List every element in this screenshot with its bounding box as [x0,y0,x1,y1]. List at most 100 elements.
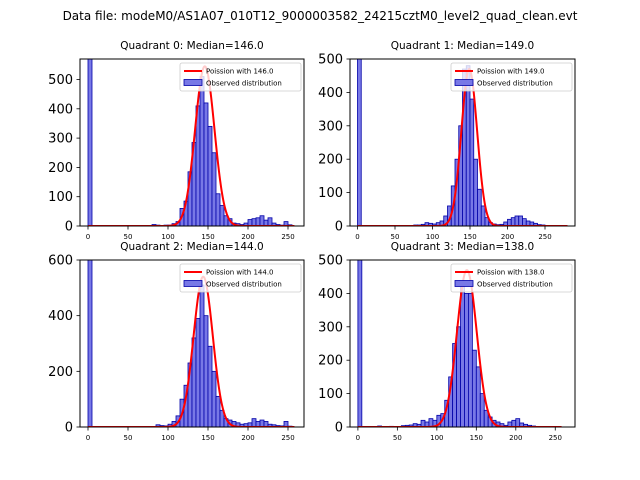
histogram-bar [456,326,461,427]
legend-entry-fit: Poission with 146.0 [206,68,274,76]
histogram-bar [199,284,205,427]
quadrant-0-legend: Poission with 146.0 Observed distribution [179,62,302,92]
x-tick-label: 150 [470,434,483,442]
legend-box [179,62,302,92]
y-tick-label: 300 [48,132,73,147]
histogram-bar [211,370,217,427]
quadrant-3-title: Quadrant 3: Median=138.0 [391,241,534,253]
x-tick-label: 200 [509,434,522,442]
poisson-fit-line [88,275,295,427]
y-tick-label: 300 [318,320,343,335]
x-tick-label: 200 [241,434,254,442]
quadrant-0-frame [79,58,305,227]
x-tick-label: 250 [538,233,551,241]
y-tick-label: 400 [318,287,343,302]
histogram-bar [479,393,485,427]
histogram-bar [357,59,362,226]
x-tick-label: 0 [355,233,359,241]
histogram-bar [267,217,273,226]
quadrant-0-histogram [87,59,295,226]
quadrant-0-title: Quadrant 0: Median=146.0 [120,40,263,52]
y-tick-label: 0 [335,421,343,436]
quadrant-1-legend: Poission with 149.0 Observed distribution [450,62,573,92]
histogram-bar [259,419,265,427]
histogram-bar [195,318,201,427]
histogram-bar [468,292,473,427]
legend-entry-fit: Poission with 144.0 [206,269,274,277]
legend-bar-swatch [183,79,203,86]
poisson-fit-line [357,67,568,226]
legend-box [450,263,573,293]
legend-entry-observed: Observed distribution [206,281,282,289]
histogram-bar [473,158,478,226]
histogram-bar [207,125,213,226]
quadrant-2-histogram [87,260,295,427]
legend-bar-swatch [183,280,203,287]
histogram-bar [255,217,261,226]
x-tick-label: 200 [501,233,514,241]
histogram-bar [469,98,475,226]
y-tick-label: 0 [335,220,343,235]
y-tick-label: 600 [48,254,73,269]
legend-entry-observed: Observed distribution [477,281,553,289]
x-tick-label: 50 [124,233,133,241]
x-tick-label: 0 [356,434,360,442]
histogram-bar [471,349,477,427]
y-tick-label: 500 [318,53,343,68]
x-tick-label: 100 [426,233,439,241]
x-tick-label: 200 [241,233,254,241]
x-tick-label: 50 [393,434,402,442]
x-tick-label: 250 [281,233,294,241]
legend-bar-swatch [454,79,474,86]
quadrant-0-axes: 0 50 100 150 200 250 0 100 200 300 400 500 Quadrant … [48,40,305,241]
y-tick-label: 400 [48,102,73,117]
y-tick-label: 200 [48,161,73,176]
legend-entry-observed: Observed distribution [206,80,282,88]
y-tick-label: 200 [48,365,73,380]
x-tick-label: 250 [281,434,294,442]
histogram-bar [207,345,213,427]
quadrant-2-legend: Poission with 144.0 Observed distribution [179,263,302,293]
quadrant-1-axes: 0 50 100 150 200 250 0 100 200 300 400 500 Quadrant … [318,40,576,241]
y-tick-label: 500 [318,254,343,269]
quadrant-3-axes: 0 50 100 150 200 250 0 100 200 300 400 500 Quadrant … [318,241,576,442]
legend-entry-observed: Observed distribution [477,80,553,88]
x-tick-label: 100 [430,434,443,442]
x-tick-label: 50 [124,434,133,442]
histogram-bar [203,102,209,226]
histogram-bar [507,218,512,226]
quadrant-1-histogram [357,59,568,226]
histogram-bar [199,76,205,226]
x-tick-label: 100 [161,434,174,442]
y-tick-label: 200 [318,153,343,168]
histogram-bar [87,59,93,226]
histogram-bar [477,188,482,226]
quadrant-2-axes: 0 50 100 150 200 250 0 200 400 600 Quadrant 2: Med… [48,241,305,442]
x-tick-label: 150 [201,233,214,241]
histogram-bar [515,418,521,427]
y-tick-label: 400 [318,86,343,101]
y-tick-label: 100 [48,190,73,205]
quadrant-2-title: Quadrant 2: Median=144.0 [120,241,263,253]
y-tick-label: 100 [318,186,343,201]
legend-entry-fit: Poission with 149.0 [477,68,545,76]
y-tick-label: 0 [65,421,73,436]
histogram-bar [219,205,225,226]
histogram-bar [480,205,486,226]
histogram-bar [251,418,257,427]
x-tick-label: 150 [463,233,476,241]
legend-bar-swatch [454,280,474,287]
histogram-bar [215,395,221,427]
quadrant-3-legend: Poission with 138.0 Observed distribution [450,263,573,293]
legend-box [179,263,302,293]
histogram-bar [511,419,517,427]
quadrant-panels: 0 50 100 150 200 2500100200300400500Quadrant … [48,40,576,442]
poisson-fit-line [88,65,295,226]
histogram-bar [251,218,257,226]
histogram-bar [357,260,363,427]
y-tick-label: 500 [48,73,73,88]
y-tick-label: 400 [48,309,73,324]
quadrant-1-frame [349,58,576,227]
x-tick-label: 100 [161,233,174,241]
y-tick-label: 100 [318,387,343,402]
